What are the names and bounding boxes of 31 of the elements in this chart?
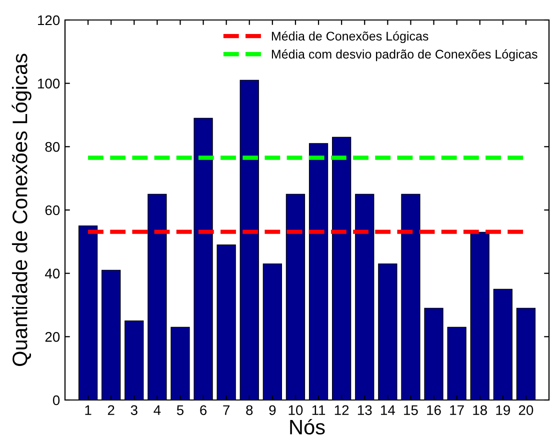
x-tick-label: 9: [269, 405, 276, 416]
x-tick-label: 15: [404, 405, 418, 416]
x-tick-label: 1: [85, 405, 92, 415]
x-tick-label: 19: [496, 405, 510, 416]
legend-label: Média com desvio padrão de Conexões Lógicas: [272, 49, 538, 62]
x-axis-title: Nós: [290, 418, 325, 434]
x-tick-label: 2: [108, 405, 114, 415]
x-tick-label: 20: [518, 405, 534, 416]
x-tick-label: 14: [381, 405, 395, 415]
x-tick-label: 3: [130, 405, 138, 416]
y-tick-label: 80: [45, 142, 60, 152]
y-tick-label: 120: [38, 15, 60, 26]
x-tick-label: 7: [223, 405, 230, 415]
y-tick-label: 100: [38, 78, 60, 89]
y-axis-title: Quantidade de Conexões Lógicas: [12, 54, 32, 366]
x-tick-label: 8: [246, 405, 253, 416]
y-tick-label: 20: [45, 332, 60, 342]
x-tick-label: 5: [176, 405, 184, 416]
y-tick-label: 0: [52, 395, 60, 406]
x-tick-label: 17: [450, 405, 464, 415]
x-tick-label: 12: [334, 405, 349, 415]
x-tick-label: 13: [358, 405, 372, 416]
x-tick-label: 10: [288, 405, 303, 416]
x-tick-label: 4: [154, 405, 161, 415]
x-tick-label: 18: [473, 405, 487, 416]
y-tick-label: 40: [45, 268, 60, 279]
x-tick-label: 11: [312, 405, 326, 415]
x-tick-label: 6: [200, 405, 207, 416]
x-tick-label: 16: [427, 405, 441, 416]
legend-label: Média de Conexões Lógicas: [272, 31, 428, 44]
y-tick-label: 60: [45, 205, 60, 216]
